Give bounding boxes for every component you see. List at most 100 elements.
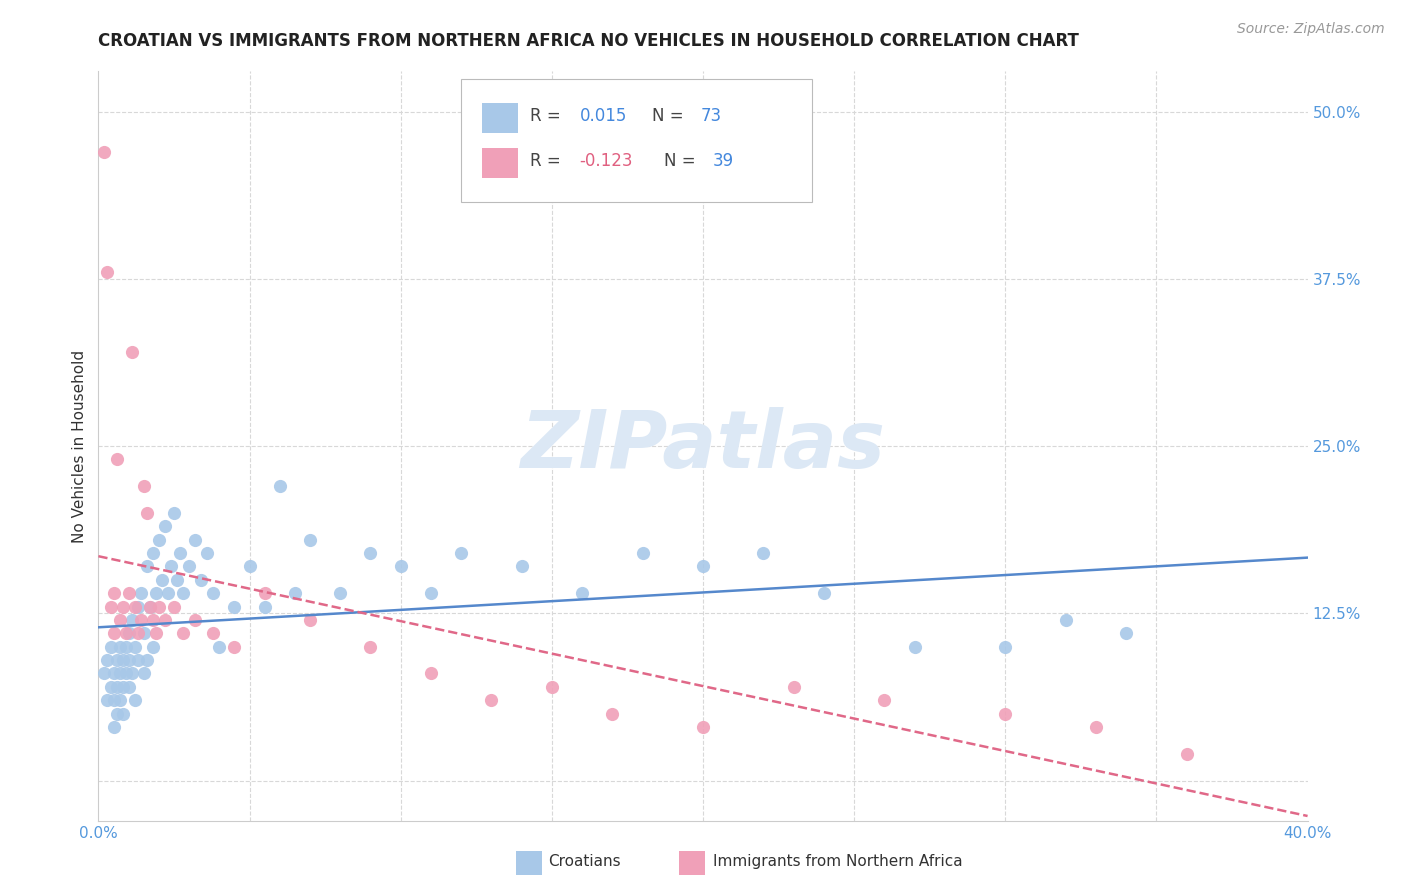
Point [96, 653, 118, 667]
Point [111, 706, 134, 721]
Point [904, 640, 927, 654]
Point [139, 599, 162, 614]
Point [202, 626, 225, 640]
Point [114, 666, 136, 681]
Point [142, 546, 165, 560]
Point [100, 640, 122, 654]
Point [299, 533, 322, 547]
Point [108, 640, 131, 654]
Point [121, 666, 143, 681]
Point [111, 680, 134, 694]
Point [169, 546, 191, 560]
Point [108, 693, 131, 707]
Text: R =: R = [530, 107, 567, 125]
Point [103, 626, 125, 640]
Text: R =: R = [530, 153, 567, 170]
Text: N =: N = [652, 107, 689, 125]
Point [172, 586, 194, 600]
Point [145, 586, 167, 600]
Point [224, 640, 246, 654]
Point [121, 613, 143, 627]
Text: Source: ZipAtlas.com: Source: ZipAtlas.com [1237, 22, 1385, 37]
Point [166, 573, 188, 587]
Point [124, 693, 146, 707]
Point [148, 533, 170, 547]
Text: 0.015: 0.015 [579, 107, 627, 125]
Point [96, 693, 118, 707]
Point [132, 479, 155, 493]
Point [160, 559, 183, 574]
Point [105, 653, 128, 667]
Point [135, 559, 157, 574]
Point [105, 452, 128, 467]
Point [129, 586, 152, 600]
Point [299, 613, 322, 627]
Point [172, 626, 194, 640]
Point [156, 586, 179, 600]
Point [93, 666, 115, 681]
Point [224, 599, 246, 614]
Point [163, 599, 186, 614]
Point [389, 559, 412, 574]
Point [253, 586, 276, 600]
Point [111, 653, 134, 667]
Point [481, 693, 503, 707]
Point [111, 599, 134, 614]
Text: 73: 73 [700, 107, 721, 125]
Point [100, 599, 122, 614]
Point [139, 599, 162, 614]
Point [148, 599, 170, 614]
Point [114, 626, 136, 640]
Point [163, 506, 186, 520]
Point [239, 559, 262, 574]
Point [142, 640, 165, 654]
Y-axis label: No Vehicles in Household: No Vehicles in Household [72, 350, 87, 542]
Point [127, 653, 149, 667]
Point [103, 693, 125, 707]
Point [105, 680, 128, 694]
Point [127, 626, 149, 640]
Point [873, 693, 896, 707]
Point [752, 546, 775, 560]
Point [108, 613, 131, 627]
Point [631, 546, 654, 560]
Text: N =: N = [664, 153, 702, 170]
Point [202, 586, 225, 600]
Point [184, 613, 207, 627]
Point [118, 626, 141, 640]
Text: -0.123: -0.123 [579, 153, 633, 170]
Point [253, 599, 276, 614]
Point [114, 640, 136, 654]
Point [994, 706, 1017, 721]
Point [284, 586, 307, 600]
Point [269, 479, 291, 493]
Point [124, 640, 146, 654]
Point [540, 680, 562, 694]
Point [813, 586, 835, 600]
Point [360, 640, 382, 654]
Point [132, 626, 155, 640]
Point [153, 519, 176, 533]
Point [108, 666, 131, 681]
Point [121, 345, 143, 359]
Point [329, 586, 352, 600]
FancyBboxPatch shape [482, 148, 517, 178]
Point [602, 706, 624, 721]
Point [153, 613, 176, 627]
Point [208, 640, 231, 654]
Text: ZIPatlas: ZIPatlas [520, 407, 886, 485]
Point [127, 599, 149, 614]
Point [142, 613, 165, 627]
Point [135, 653, 157, 667]
Text: Croatians: Croatians [548, 855, 621, 870]
Point [1115, 626, 1137, 640]
Point [692, 720, 714, 734]
Point [195, 546, 218, 560]
Point [118, 586, 141, 600]
Point [179, 559, 201, 574]
Text: 39: 39 [713, 153, 734, 170]
Point [96, 265, 118, 279]
Point [360, 546, 382, 560]
Point [145, 626, 167, 640]
FancyBboxPatch shape [516, 851, 543, 875]
